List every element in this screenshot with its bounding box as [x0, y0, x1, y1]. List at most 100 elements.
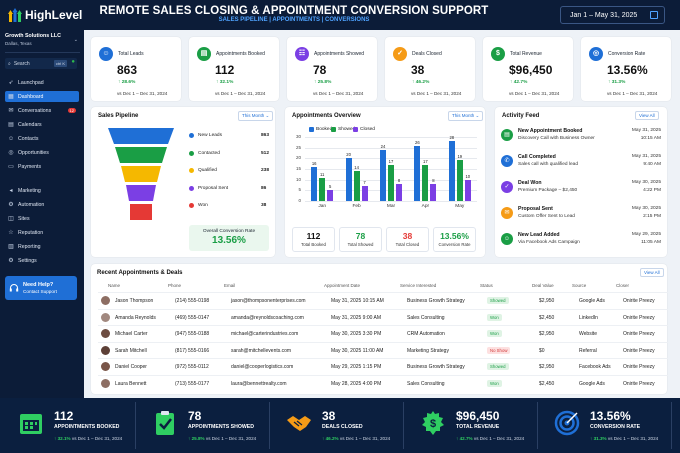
calendar-check-icon: ▤ — [501, 129, 513, 141]
cell-email[interactable]: amanda@reynoldscoaching.com — [231, 314, 304, 321]
bar-value-label: 11 — [320, 171, 325, 177]
sidebar-item-label: Sites — [18, 215, 30, 222]
activity-date: May 31, 2025 — [631, 128, 661, 133]
x-tick-label: Mar — [386, 204, 396, 209]
help-subtitle: Contact Support — [23, 289, 57, 294]
sidebar-item-label: Calendars — [18, 121, 42, 128]
cell-email[interactable]: jason@thompsonenterprises.com — [231, 298, 306, 304]
table-row[interactable]: Sarah Mitchell (817) 555-0166 sarah@mitche… — [98, 341, 668, 358]
cell-date: May 31, 2025 9:00 AM — [331, 314, 382, 321]
bar-booked-feb — [345, 158, 352, 201]
sidebar-item-settings[interactable]: ⚙ Settings — [5, 255, 79, 266]
sidebar-item-reporting[interactable]: ▥ Reporting — [5, 241, 79, 252]
appointment-total: 78 Total Showed — [339, 227, 382, 252]
dashboard-icon: ▦ — [8, 94, 14, 100]
activity-subtitle: Sales call with qualified lead — [518, 162, 578, 167]
sidebar-item-conversations[interactable]: ✉ Conversations 12 — [5, 105, 79, 116]
sidebar-item-dashboard[interactable]: ▦ Dashboard — [5, 91, 79, 102]
sidebar-item-label: Conversations — [18, 107, 52, 114]
column-header: Status — [480, 283, 493, 288]
kpi-label: Appointments Booked — [216, 51, 265, 57]
summary-label: CONVERSION RATE — [590, 424, 641, 430]
conversion-value: 13.56% — [212, 235, 246, 246]
table-row[interactable]: Amanda Reynolds (469) 555-0147 amanda@reyn… — [98, 308, 668, 325]
activity-title: Call Completed — [518, 154, 556, 160]
table-view-all[interactable]: View All — [640, 268, 664, 277]
avatar — [101, 378, 110, 388]
bar-value-label: 17 — [388, 158, 394, 164]
marketing-icon: ◂ — [9, 188, 13, 194]
date-range-picker[interactable]: Jan 1 – May 31, 2025 — [560, 6, 665, 24]
kpi-label: Appointments Showed — [314, 51, 365, 57]
kpi-label: Deals Closed — [412, 51, 442, 57]
legend-item: Closed — [353, 127, 375, 132]
reputation-icon: ☆ — [8, 230, 14, 236]
dollar-icon: $ — [491, 47, 505, 61]
activity-title: New Lead Added — [518, 232, 560, 238]
logo-icon — [8, 8, 22, 22]
sidebar-item-reputation[interactable]: ☆ Reputation — [5, 227, 79, 238]
bar-value-label: 5 — [329, 184, 332, 190]
clipboard-icon: ☷ — [295, 47, 309, 61]
cell-source: Website — [579, 331, 597, 337]
cell-closer: Onirite Preezy — [623, 347, 655, 354]
sidebar-item-opportunities[interactable]: ◎ Opportunities — [5, 147, 79, 158]
help-button[interactable]: Need Help? Contact Support — [5, 276, 77, 300]
kpi-period: vs Dec 1 – Dec 31, 2024 — [117, 91, 168, 96]
sidebar-item-label: Opportunities — [18, 149, 49, 156]
reporting-icon: ▥ — [8, 244, 14, 250]
sidebar-item-calendars[interactable]: ▤ Calendars — [5, 119, 79, 130]
cell-email[interactable]: michael@carterindustries.com — [231, 331, 299, 337]
chevron-down-icon: ⌄ — [73, 37, 78, 43]
table-row[interactable]: Daniel Cooper (972) 555-0112 daniel@cooper… — [98, 358, 668, 374]
brand-logo[interactable]: HighLevel — [8, 6, 82, 24]
cell-email[interactable]: laura@bennettrealty.com — [231, 380, 287, 387]
sidebar-item-payments[interactable]: ▭ Payments — [5, 161, 79, 172]
cell-phone: (947) 555-0188 — [175, 331, 210, 337]
sidebar-item-launchpad[interactable]: ➶ Launchpad — [5, 77, 79, 88]
bar-booked-mar — [380, 149, 386, 201]
cell-phone: (713) 555-0177 — [175, 380, 210, 387]
sidebar-item-automation[interactable]: ⚙ Automation — [5, 199, 79, 210]
cell-service: Marketing Strategy — [407, 347, 449, 354]
appointments-filter[interactable]: This Month ⌄ — [448, 111, 484, 121]
help-title: Need Help? — [23, 282, 54, 288]
column-header: Appointment Date — [324, 283, 361, 288]
total-label: Conversion Rate — [438, 242, 471, 247]
cell-date: May 30, 2025 11:00 AM — [331, 347, 384, 354]
avatar — [101, 362, 110, 371]
dollar-icon: $ — [420, 410, 446, 436]
bar-showed-jan — [319, 177, 326, 201]
bolt-icon[interactable]: ● — [71, 59, 75, 65]
activity-view-all[interactable]: View All — [635, 111, 659, 120]
summary-change-row: ↑ 46.2% vs Dec 1 – Dec 31, 2024 — [322, 436, 390, 441]
column-header: Email — [224, 283, 236, 288]
avatar — [101, 329, 110, 338]
table-row[interactable]: Michael Carter (947) 555-0188 michael@cart… — [98, 325, 668, 341]
kpi-value: 13.56% — [607, 63, 648, 77]
summary-change: ↑ 32.1% — [54, 436, 71, 441]
appointment-total: 38 Total Closed — [386, 227, 429, 252]
account-switcher[interactable]: Growth Solutions LLC Dallas, Texas ⌄ — [5, 33, 80, 53]
cell-email[interactable]: sarah@mitchellevents.com — [231, 347, 292, 354]
contacts-icon: ☺ — [8, 135, 15, 142]
headset-icon — [9, 284, 19, 292]
sidebar-item-contacts[interactable]: ☺ Contacts — [5, 133, 79, 144]
clipboard-check-icon — [152, 410, 178, 436]
activity-date: May 29, 2025 — [631, 232, 661, 237]
conversion-label: Overall Conversion Rate — [202, 229, 256, 234]
stage-label: New Leads — [198, 133, 222, 138]
pipeline-filter[interactable]: This Month ⌄ — [238, 111, 274, 121]
sidebar-item-marketing[interactable]: ◂ Marketing — [5, 185, 79, 196]
sales-pipeline-card: Sales Pipeline This Month ⌄ New Leads 863… — [91, 107, 275, 257]
y-tick-label: 25 — [295, 144, 301, 150]
search-input[interactable]: ⌕ Search ctrl K ● — [5, 58, 77, 69]
table-row[interactable]: Jason Thompson (214) 555-0198 jason@thomps… — [98, 292, 668, 308]
kpi-card: ☷ Appointments Showed 78 ↑ 25.8% vs Dec 1 – … — [287, 37, 377, 101]
table-row[interactable]: Laura Bennett (713) 555-0177 laura@bennett… — [98, 374, 668, 391]
summary-card: 112 APPOINTMENTS BOOKED ↑ 32.1% vs Dec 1 –… — [4, 402, 136, 449]
y-tick-label: 0 — [298, 198, 301, 203]
legend-item: Booked — [309, 127, 332, 132]
sidebar-item-sites[interactable]: ◫ Sites — [5, 213, 79, 224]
cell-email[interactable]: daniel@cooperlogistics.com — [231, 364, 294, 370]
